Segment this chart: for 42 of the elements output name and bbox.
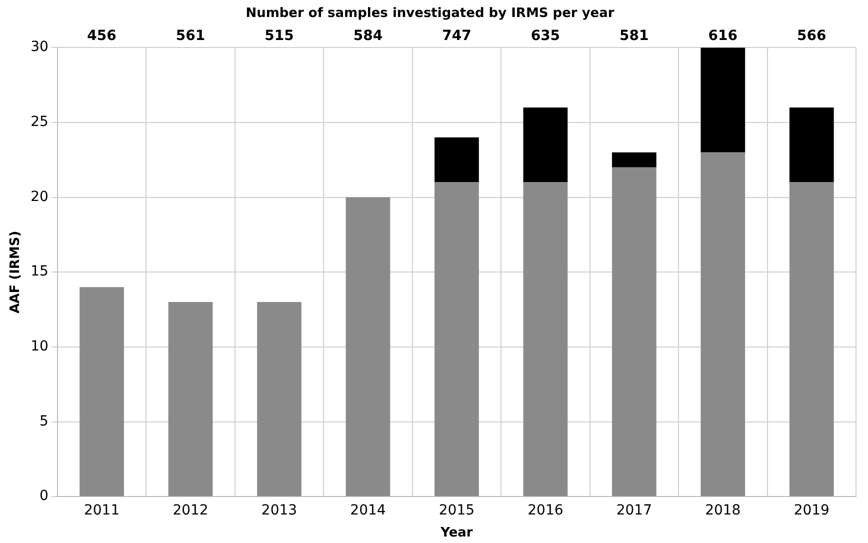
chart-title: Number of samples investigated by IRMS per year — [246, 6, 615, 22]
x-tick-label: 2016 — [528, 502, 564, 519]
text: 616 — [708, 28, 738, 44]
x-tick-label: 2015 — [438, 502, 475, 519]
bar — [257, 302, 302, 496]
y-tick-label: 0 — [39, 488, 48, 504]
x-axis-title: Year — [440, 526, 474, 541]
text: 635 — [530, 28, 560, 44]
y-tick-label: 5 — [39, 413, 48, 430]
bar — [523, 182, 568, 496]
bar — [789, 107, 834, 182]
bar — [434, 137, 479, 182]
bar — [168, 302, 213, 496]
bar — [346, 197, 390, 496]
x-tick-label: 2017 — [616, 502, 652, 519]
bar — [700, 152, 746, 496]
bar — [523, 107, 568, 182]
x-tick-label: 2018 — [705, 502, 741, 519]
y-tick-label: 25 — [30, 114, 48, 130]
text: 566 — [797, 28, 826, 44]
x-tick-label: 2013 — [261, 502, 298, 519]
text: 561 — [176, 28, 206, 44]
text: 456 — [87, 28, 116, 44]
y-tick-label: 20 — [30, 188, 48, 205]
text: 515 — [264, 28, 294, 44]
y-tick-label: 30 — [30, 39, 48, 56]
x-tick-label: 2012 — [172, 502, 208, 519]
text: 581 — [620, 28, 649, 44]
text: 584 — [353, 28, 383, 44]
y-tick-label: 10 — [30, 338, 48, 355]
x-tick-label: 2011 — [84, 502, 120, 519]
y-axis-title: AAF (IRMS) — [8, 230, 24, 314]
x-tick-label: 2014 — [350, 502, 386, 519]
bar — [612, 152, 656, 168]
text: 747 — [442, 28, 472, 44]
bar — [612, 167, 656, 496]
bar — [700, 48, 746, 152]
y-tick-label: 15 — [30, 264, 48, 280]
bar — [789, 182, 834, 496]
bar — [434, 182, 479, 496]
bar — [80, 287, 124, 496]
x-tick-label: 2019 — [794, 502, 830, 519]
